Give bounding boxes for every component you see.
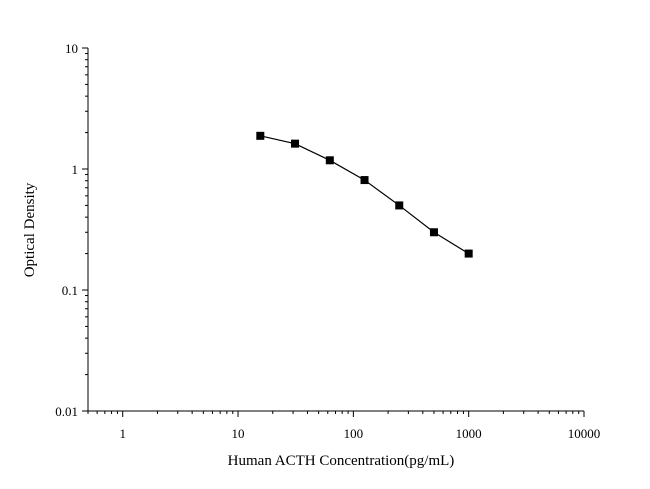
data-point-marker [291, 139, 300, 148]
x-tick-label: 1 [119, 426, 126, 441]
x-tick-label: 100 [344, 426, 364, 441]
data-point-marker [360, 176, 369, 185]
data-point-marker [395, 201, 404, 210]
y-tick-label: 0.01 [55, 404, 78, 419]
y-tick-label: 1 [72, 162, 79, 177]
y-tick-label: 0.1 [62, 283, 78, 298]
data-point-marker [429, 228, 438, 237]
data-point-marker [325, 156, 334, 165]
ticks: 0.01 0.1 1 10 1 10 100 1000 10000 [55, 41, 600, 441]
axes [87, 48, 584, 412]
x-axis-title: Human ACTH Concentration(pg/mL) [228, 453, 455, 469]
y-tick-label: 10 [65, 41, 78, 56]
data-point-marker [256, 131, 265, 140]
x-tick-label: 10000 [568, 426, 601, 441]
x-tick-label: 10 [232, 426, 245, 441]
series [256, 131, 473, 258]
x-tick-label: 1000 [456, 426, 482, 441]
data-point-marker [464, 249, 473, 258]
y-axis-title: Optical Density [22, 182, 38, 277]
